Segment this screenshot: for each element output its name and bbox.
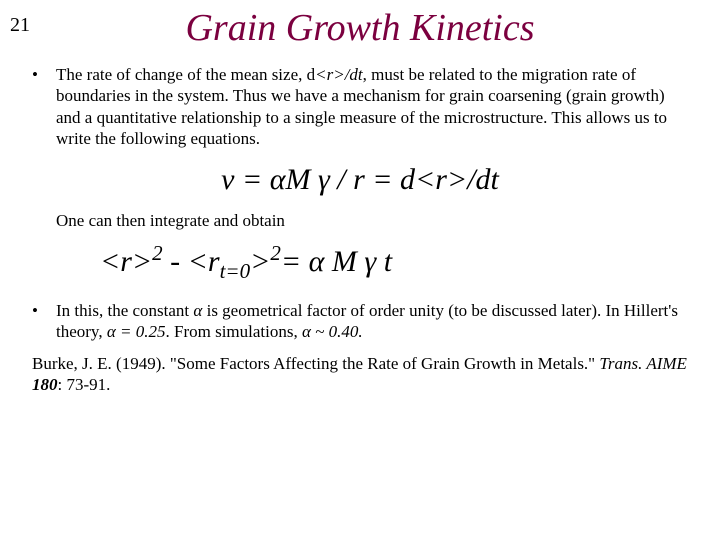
- b2e: ~ 0.40.: [311, 322, 363, 341]
- eq2-minus: -: [163, 245, 188, 278]
- eq1-alpha: α: [270, 163, 286, 196]
- eq1-M: M: [285, 163, 318, 196]
- citation-volume: 180: [32, 375, 58, 394]
- eq2-sup-b: 2: [270, 241, 281, 265]
- equation-1: v = αM γ / r = d<r>/dt: [0, 163, 720, 197]
- equation-2: <r>2 - <rt=0>2= α M γ t: [0, 241, 720, 284]
- b2-alpha3: α: [302, 322, 311, 341]
- eq2-r2c: >: [250, 245, 270, 278]
- bullet-1: • The rate of change of the mean size, d…: [0, 64, 720, 149]
- eq2-eq: =: [281, 245, 309, 278]
- eq2-gamma: γ: [364, 245, 376, 278]
- citation-pages: : 73-91.: [58, 375, 111, 394]
- bullet-1-text: The rate of change of the mean size, d<r…: [56, 64, 688, 149]
- b1-var: <r>: [315, 65, 345, 84]
- bullet-2: • In this, the constant α is geometrical…: [0, 300, 720, 343]
- eq2-t: t: [376, 245, 392, 278]
- b2d: . From simulations,: [166, 322, 302, 341]
- integrate-text: One can then integrate and obtain: [0, 211, 720, 231]
- eq2-r2: <r: [188, 245, 220, 278]
- eq2-M: M: [324, 245, 364, 278]
- b1-pre: The rate of change of the mean size, d: [56, 65, 315, 84]
- bullet-2-text: In this, the constant α is geometrical f…: [56, 300, 688, 343]
- eq1-mid: / r = d: [330, 163, 415, 196]
- b2-alpha1: α: [193, 301, 202, 320]
- eq2-alpha: α: [309, 245, 325, 278]
- slide-title: Grain Growth Kinetics: [0, 6, 720, 50]
- eq1-lhs: v =: [221, 163, 270, 196]
- citation-journal: Trans. AIME: [599, 354, 687, 373]
- eq2-sup-a: 2: [152, 241, 163, 265]
- citation: Burke, J. E. (1949). "Some Factors Affec…: [0, 353, 720, 396]
- bullet-dot: •: [32, 300, 56, 343]
- citation-author: Burke, J. E. (1949). "Some Factors Affec…: [32, 354, 599, 373]
- eq2-r1: <r>: [100, 245, 152, 278]
- eq2-sub: t=0: [220, 259, 251, 283]
- bullet-dot: •: [32, 64, 56, 149]
- b2c: = 0.25: [116, 322, 166, 341]
- page-number: 21: [10, 14, 30, 37]
- b2a: In this, the constant: [56, 301, 193, 320]
- eq1-r: <r>: [415, 163, 467, 196]
- slide: 21 Grain Growth Kinetics • The rate of c…: [0, 6, 720, 540]
- eq1-gamma: γ: [318, 163, 330, 196]
- b2-alpha2: α: [107, 322, 116, 341]
- b1-post: /dt: [345, 65, 363, 84]
- eq1-tail: /dt: [467, 163, 499, 196]
